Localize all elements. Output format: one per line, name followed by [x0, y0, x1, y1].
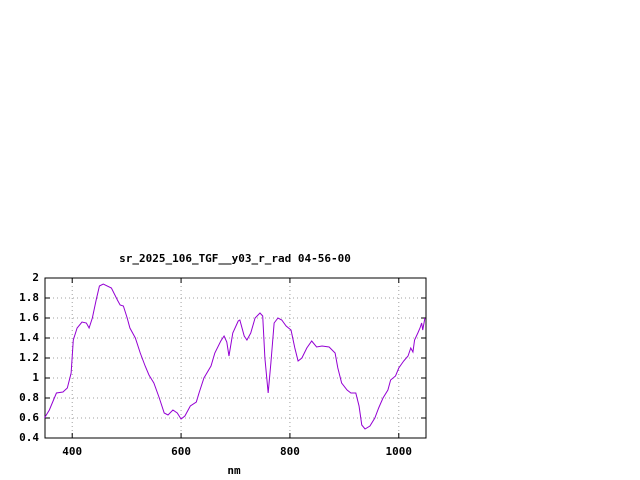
y-tick-label: 0.4 — [19, 431, 39, 444]
x-tick-label: 400 — [62, 445, 82, 458]
x-axis-label: nm — [227, 464, 241, 477]
y-tick-label: 1.4 — [19, 331, 39, 344]
y-tick-label: 1 — [32, 371, 39, 384]
y-tick-label: 0.8 — [19, 391, 39, 404]
y-tick-label: 1.6 — [19, 311, 39, 324]
data-line — [44, 283, 426, 430]
x-tick-label: 1000 — [386, 445, 413, 458]
y-tick-label: 1.2 — [19, 351, 39, 364]
chart-title: sr_2025_106_TGF__y03_r_rad 04-56-00 — [119, 252, 351, 265]
y-tick-label: 1.8 — [19, 291, 39, 304]
x-tick-label: 800 — [280, 445, 300, 458]
x-tick-label: 600 — [171, 445, 191, 458]
y-tick-label: 2 — [32, 271, 39, 284]
y-tick-label: 0.6 — [19, 411, 39, 424]
plot-frame — [44, 277, 427, 439]
